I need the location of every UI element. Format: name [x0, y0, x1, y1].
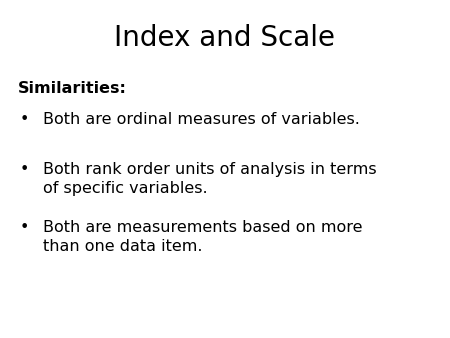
Text: •: •	[20, 162, 29, 177]
Text: •: •	[20, 220, 29, 235]
Text: Similarities:: Similarities:	[18, 81, 127, 96]
Text: Both rank order units of analysis in terms
of specific variables.: Both rank order units of analysis in ter…	[43, 162, 376, 196]
Text: Both are ordinal measures of variables.: Both are ordinal measures of variables.	[43, 112, 360, 126]
Text: •: •	[20, 112, 29, 126]
Text: Index and Scale: Index and Scale	[114, 24, 336, 52]
Text: Both are measurements based on more
than one data item.: Both are measurements based on more than…	[43, 220, 362, 254]
